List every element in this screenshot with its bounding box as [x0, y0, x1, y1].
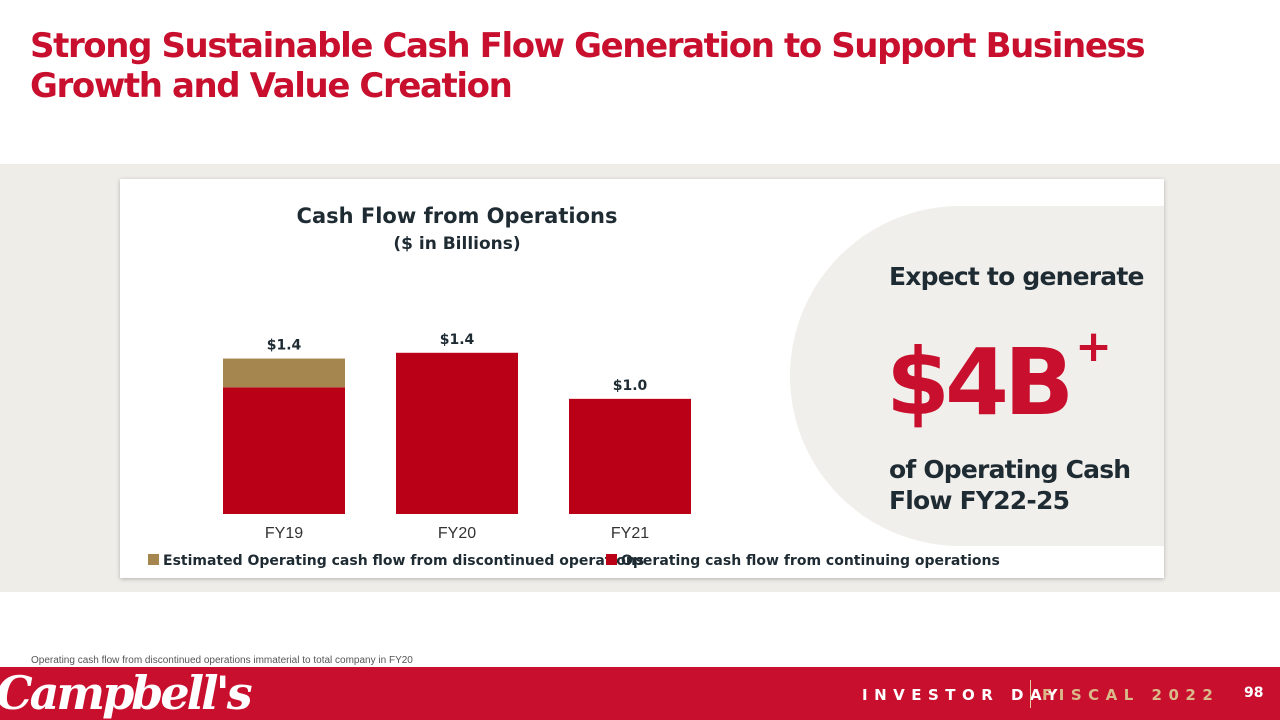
category-label-fy19: FY19: [265, 525, 303, 542]
cash-flow-chart: Cash Flow from Operations ($ in Billions…: [148, 204, 1000, 569]
category-label-fy21: FY21: [611, 525, 649, 542]
callout-amount-value: $4B: [886, 329, 1074, 436]
legend-swatch-0: [148, 554, 159, 565]
legend-label-0: Estimated Operating cash flow from disco…: [163, 553, 644, 569]
fiscal-label: FISCAL 2022: [1042, 686, 1220, 704]
callout-description: of Operating Cash Flow FY22-25: [889, 455, 1131, 515]
campbells-logo: Campbell's: [0, 666, 253, 720]
chart-subtitle: ($ in Billions): [393, 234, 520, 254]
footer-bar: Campbell's INVESTOR DAY FISCAL 2022 98: [0, 667, 1280, 720]
callout-expect-text: Expect to generate: [889, 262, 1144, 291]
labels-layer: $1.4 FY19 $1.4 FY20 $1.0 FY21: [265, 332, 649, 542]
data-label-fy21: $1.0: [613, 378, 648, 394]
chart-card: Cash Flow from Operations ($ in Billions…: [120, 179, 1164, 578]
page-number: 98: [1244, 685, 1264, 701]
bar-fy19-series-0: [223, 387, 345, 514]
event-label: INVESTOR DAY: [862, 686, 1065, 704]
bar-fy20-series-0: [396, 352, 518, 514]
footer-divider: [1030, 680, 1031, 708]
bars-layer: [223, 352, 691, 514]
bar-fy21-series-0: [569, 398, 691, 514]
callout-shape: [790, 206, 1164, 546]
legend-label-1: Operating cash flow from continuing oper…: [621, 553, 1000, 569]
chart-title: Cash Flow from Operations: [297, 204, 618, 228]
category-label-fy20: FY20: [438, 525, 476, 542]
page-title: Strong Sustainable Cash Flow Generation …: [30, 26, 1146, 106]
data-label-fy20: $1.4: [440, 332, 475, 348]
legend-swatch-1: [606, 554, 617, 565]
callout-amount-plus: +: [1075, 321, 1112, 372]
bar-fy19-series-1: [223, 358, 345, 388]
footnote: Operating cash flow from discontinued op…: [31, 655, 413, 666]
callout-amount: $4B +: [886, 321, 1112, 443]
legend: Estimated Operating cash flow from disco…: [148, 553, 1000, 569]
data-label-fy19: $1.4: [267, 338, 302, 354]
